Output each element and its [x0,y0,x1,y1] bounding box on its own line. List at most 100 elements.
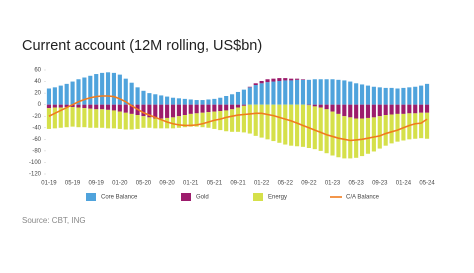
x-tick-label: 01-23 [325,181,341,187]
bar [111,72,117,105]
bar [419,104,424,113]
bar [354,83,359,105]
bar [336,104,341,114]
bar [159,118,164,129]
line [48,95,428,142]
bar [336,79,341,105]
bar [176,98,181,105]
bar [159,95,164,105]
bar [176,116,181,128]
bar [348,81,353,105]
bar [88,104,93,109]
bar [371,86,376,105]
bar [277,80,282,105]
bar [259,83,264,105]
bar [52,87,57,105]
bar [395,113,400,142]
bar [289,80,294,105]
bar [283,104,288,145]
bar [377,104,382,117]
bar [117,74,122,105]
bar [419,85,424,105]
bar [218,97,223,105]
bar [129,82,134,105]
bar [82,77,87,105]
bar [218,111,223,131]
legend-label: Core Balance [101,195,138,201]
legend-swatch [253,193,263,201]
bar [265,82,270,105]
bar [359,104,365,119]
bar [100,109,105,128]
source: Source: CBT, ING [22,216,86,225]
legend-swatch [181,193,191,201]
bar [64,83,69,105]
bar [230,109,235,132]
y-tick-label: -80 [32,148,41,154]
bar [265,79,270,83]
x-tick-label: 09-19 [89,181,105,187]
bar [318,104,323,108]
bar [371,104,376,118]
legend-label: Gold [196,195,209,201]
bar [330,111,335,156]
bar [76,107,81,128]
bar [176,104,181,117]
bar [100,72,105,105]
bar [105,72,111,105]
bar [295,104,300,147]
bar [206,112,211,128]
bar [295,79,300,105]
y-tick-label: -120 [29,172,42,178]
bar [117,104,122,112]
bar [224,104,229,111]
bar [424,83,430,105]
bar [241,89,246,105]
bar [383,115,388,146]
bar [277,104,282,143]
bar [324,109,329,154]
bar [230,94,235,105]
bar [153,104,158,119]
bar [395,104,400,114]
x-tick-label: 05-24 [419,181,435,187]
bar [336,113,341,158]
bar [235,91,241,105]
bar [300,79,306,80]
y-tick-label: 0 [38,102,42,108]
bar [52,104,57,108]
bar [188,104,193,114]
y-tick-label: 20 [34,91,41,97]
bar [206,99,211,105]
bar [123,104,128,113]
bar [46,108,52,129]
x-tick-label: 05-21 [207,181,223,187]
bar [94,109,99,128]
bar [377,87,382,105]
bar [194,113,199,127]
bar [259,80,264,84]
bar [348,104,353,118]
bar [259,104,264,138]
bar [312,79,317,105]
y-tick-label: -100 [29,160,42,166]
bar [419,112,424,139]
bar [123,112,128,130]
bar [58,107,63,128]
bar [312,106,317,150]
bar [170,117,176,129]
bar [129,113,134,130]
bar [389,104,394,115]
bar [182,98,187,105]
bar [117,111,122,129]
x-tick-label: 09-22 [301,181,317,187]
bar [159,104,164,119]
y-tick-label: 40 [34,79,41,85]
bar [165,117,170,129]
bar [70,106,75,127]
x-tick-label: 01-20 [112,181,128,187]
bar [365,117,371,154]
bar [82,108,87,128]
bar [271,78,276,82]
bar [182,104,187,116]
